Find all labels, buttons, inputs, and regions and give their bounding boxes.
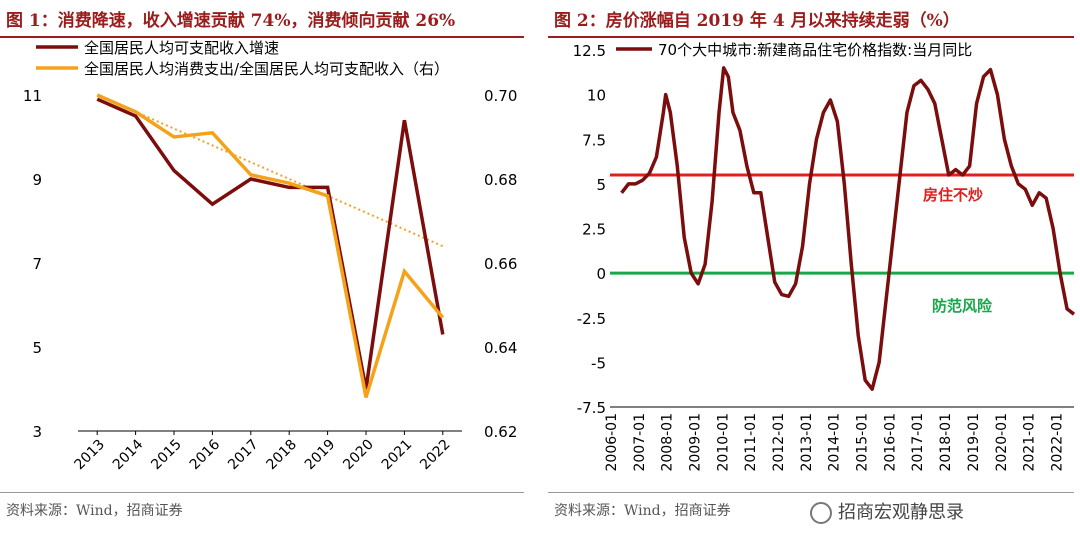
watermark-text: 招商宏观静思录 xyxy=(838,502,964,523)
wechat-icon xyxy=(810,502,832,524)
x-tick-label: 2013 xyxy=(72,437,109,474)
right-tick-label: 0.68 xyxy=(484,171,517,189)
consumption-ratio-series xyxy=(96,93,445,398)
reference-label: 防范风险 xyxy=(932,297,993,315)
y-tick-label: -7.5 xyxy=(577,399,606,417)
x-tick-label: 2022 xyxy=(417,437,454,474)
title-rule xyxy=(548,36,1074,38)
y-tick-label: 12.5 xyxy=(573,42,606,60)
x-tick-label: 2017-01 xyxy=(910,413,926,472)
legend-label: 全国居民人均可支配收入增速 xyxy=(84,39,279,57)
chart-title: 图 1：消费降速，收入增速贡献 74%，消费倾向贡献 26% xyxy=(6,11,456,31)
x-tick-label: 2017 xyxy=(225,437,262,474)
x-tick-label: 2015-01 xyxy=(855,413,871,472)
y-tick-label: -5 xyxy=(591,354,606,372)
left-tick-label: 7 xyxy=(32,255,42,273)
title-rule xyxy=(0,36,524,38)
right-tick-label: 0.62 xyxy=(484,423,517,441)
x-tick-label: 2012-01 xyxy=(771,413,787,472)
x-tick-label: 2020 xyxy=(340,437,377,474)
source-note: 资料来源：Wind，招商证券 xyxy=(6,503,183,519)
x-tick-label: 2006-01 xyxy=(604,413,620,472)
reference-label: 房住不炒 xyxy=(923,186,983,204)
left-tick-label: 5 xyxy=(32,339,42,357)
x-tick-label: 2011-01 xyxy=(743,413,759,472)
x-tick-label: 2019 xyxy=(302,437,339,474)
left-tick-label: 11 xyxy=(23,87,42,105)
x-tick-label: 2016 xyxy=(187,436,224,473)
x-tick-label: 2018 xyxy=(264,437,301,474)
x-tick-label: 2022-01 xyxy=(1049,413,1065,472)
legend-label: 全国居民人均消费支出/全国居民人均可支配收入（右） xyxy=(84,60,449,78)
x-tick-label: 2021-01 xyxy=(1022,413,1038,472)
x-tick-label: 2019-01 xyxy=(966,413,982,472)
x-tick-label: 2007-01 xyxy=(632,413,648,472)
y-tick-label: 7.5 xyxy=(582,131,606,149)
x-tick-label: 2013-01 xyxy=(799,413,815,472)
y-tick-label: -2.5 xyxy=(577,310,606,328)
y-tick-label: 10 xyxy=(587,87,606,105)
house-price-series xyxy=(620,66,1076,391)
x-tick-label: 2015 xyxy=(148,437,185,474)
right-panel: 图 2：房价涨幅自 2019 年 4 月以来持续走弱（%） 12.5 10 7.5 5… xyxy=(548,0,1080,554)
right-tick-label: 0.70 xyxy=(484,87,517,105)
x-tick-label: 2008-01 xyxy=(660,413,676,472)
x-tick-label: 2014-01 xyxy=(827,413,843,472)
x-tick-label: 2009-01 xyxy=(688,413,704,472)
y-tick-label: 2.5 xyxy=(582,221,606,239)
right-tick-label: 0.66 xyxy=(484,255,517,273)
x-tick-label: 2014 xyxy=(110,436,147,473)
legend-label: 70个大中城市:新建商品住宅价格指数:当月同比 xyxy=(658,41,972,59)
source-rule xyxy=(548,492,1074,493)
chart-title: 图 2：房价涨幅自 2019 年 4 月以来持续走弱（%） xyxy=(554,11,960,31)
x-tick-label: 2016-01 xyxy=(882,413,898,472)
x-tick-label: 2018-01 xyxy=(938,413,954,472)
y-tick-label: 0 xyxy=(596,265,606,283)
source-rule xyxy=(0,492,524,493)
x-tick-label: 2010-01 xyxy=(715,413,731,472)
x-tick-label: 2020-01 xyxy=(994,413,1010,472)
left-panel: 图 1：消费降速，收入增速贡献 74%，消费倾向贡献 26% 3 5 7 9 11 0.6… xyxy=(0,0,530,554)
y-tick-label: 5 xyxy=(596,176,606,194)
x-tick-label: 2021 xyxy=(379,437,416,474)
left-tick-label: 9 xyxy=(32,171,42,189)
right-tick-label: 0.64 xyxy=(484,339,517,357)
left-tick-label: 3 xyxy=(32,423,42,441)
income-growth-series xyxy=(96,97,445,390)
source-note: 资料来源：Wind，招商证券 xyxy=(554,503,731,519)
watermark: 招商宏观静思录 xyxy=(810,498,964,524)
